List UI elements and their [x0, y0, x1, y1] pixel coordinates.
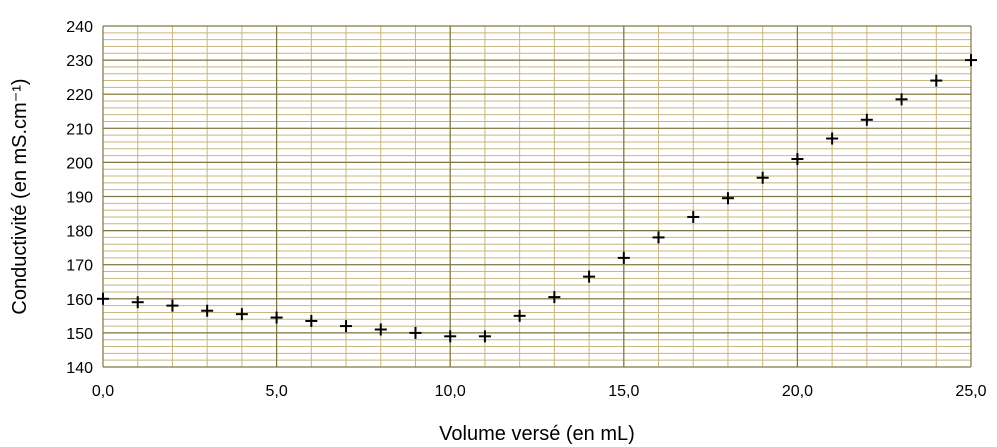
y-axis-title: Conductivité (en mS.cm⁻¹): [9, 78, 31, 314]
x-tick-label: 10,0: [435, 383, 466, 400]
x-tick-label: 5,0: [265, 383, 287, 400]
data-point: [652, 231, 665, 244]
data-point: [826, 132, 839, 145]
data-point: [513, 309, 526, 322]
data-point: [930, 74, 943, 87]
data-point: [340, 320, 353, 333]
data-point: [583, 270, 596, 283]
y-tick-label: 200: [66, 155, 93, 172]
data-point: [374, 323, 387, 336]
x-tick-label: 20,0: [782, 383, 813, 400]
data-point: [201, 304, 214, 317]
data-point: [444, 330, 457, 343]
x-tick-label: 0,0: [92, 383, 114, 400]
data-point: [687, 210, 700, 223]
y-tick-label: 180: [66, 224, 93, 241]
data-point: [548, 291, 561, 304]
y-tick-label: 160: [66, 292, 93, 309]
y-tick-label: 230: [66, 53, 93, 70]
data-point: [478, 330, 491, 343]
data-point: [409, 326, 422, 339]
data-point: [617, 251, 630, 264]
y-tick-label: 150: [66, 326, 93, 343]
data-point: [97, 292, 109, 305]
y-tick-label: 240: [66, 19, 93, 36]
data-point: [756, 171, 769, 184]
y-tick-label: 220: [66, 87, 93, 104]
data-point: [305, 314, 318, 327]
grid: [102, 25, 972, 368]
x-tick-label: 25,0: [955, 383, 986, 400]
data-point: [791, 152, 804, 165]
x-axis-title: Volume versé (en mL): [439, 423, 635, 445]
y-tick-label: 140: [66, 360, 93, 377]
data-point: [270, 311, 283, 324]
y-tick-label: 170: [66, 258, 93, 275]
data-point: [721, 192, 734, 205]
data-points: [97, 54, 977, 343]
data-point: [965, 54, 977, 67]
data-point: [860, 113, 873, 126]
x-tick-label: 15,0: [608, 383, 639, 400]
data-point: [895, 93, 908, 106]
data-point: [166, 299, 179, 312]
x-tick-labels: 0,0 5,0 10,0 15,0 20,0 25,0: [92, 383, 987, 400]
data-point: [131, 296, 144, 309]
y-tick-labels: 140 150 160 170 180 190 200 210 220 230 240: [66, 19, 93, 377]
y-tick-label: 210: [66, 121, 93, 138]
data-point: [235, 308, 248, 321]
y-tick-label: 190: [66, 190, 93, 207]
